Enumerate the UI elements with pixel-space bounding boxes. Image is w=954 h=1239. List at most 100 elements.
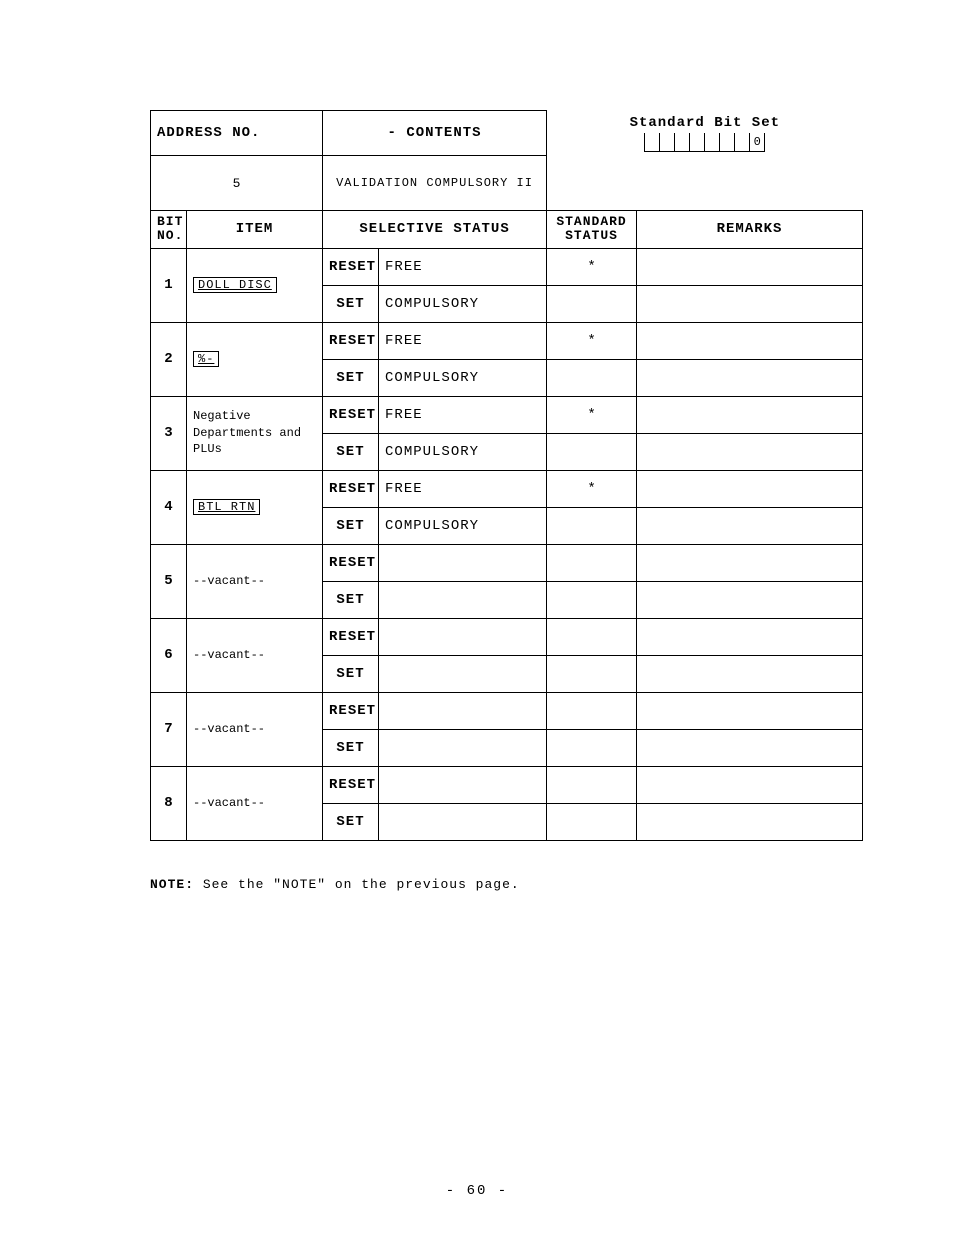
header-row-2: 5 VALIDATION COMPULSORY II [151, 156, 863, 211]
contents-label: - CONTENTS [323, 111, 547, 156]
reset-status [379, 766, 547, 803]
set-status: COMPULSORY [379, 433, 547, 470]
std-reset: * [547, 396, 637, 433]
set-label: SET [323, 729, 379, 766]
reset-label: RESET [323, 322, 379, 359]
std-set [547, 655, 637, 692]
bit-set-boxes: 0 [547, 133, 863, 156]
std-set [547, 433, 637, 470]
col-standard-status: STANDARD STATUS [547, 211, 637, 249]
set-status [379, 803, 547, 840]
col-remarks: REMARKS [637, 211, 863, 249]
item-cell: --vacant-- [187, 692, 323, 766]
table-row: 2%-RESETFREE* [151, 322, 863, 359]
set-status: COMPULSORY [379, 285, 547, 322]
bit-no: 6 [151, 618, 187, 692]
set-label: SET [323, 803, 379, 840]
table-row: 3Negative Departments and PLUsRESETFREE* [151, 396, 863, 433]
remarks-reset [637, 692, 863, 729]
item-key: BTL RTN [193, 499, 260, 515]
item-cell: --vacant-- [187, 766, 323, 840]
table-row: 7--vacant--RESET [151, 692, 863, 729]
item-cell: DOLL DISC [187, 248, 323, 322]
item-cell: BTL RTN [187, 470, 323, 544]
reset-label: RESET [323, 766, 379, 803]
reset-status: FREE [379, 470, 547, 507]
reset-label: RESET [323, 618, 379, 655]
std-reset [547, 692, 637, 729]
remarks-reset [637, 618, 863, 655]
set-status [379, 729, 547, 766]
bit-box-5 [704, 133, 719, 152]
bit-no: 3 [151, 396, 187, 470]
remarks-reset [637, 396, 863, 433]
table-row: 6--vacant--RESET [151, 618, 863, 655]
item-cell: %- [187, 322, 323, 396]
item-key: %- [193, 351, 219, 367]
item-text: Negative Departments and PLUs [193, 409, 301, 457]
table-row: 4BTL RTNRESETFREE* [151, 470, 863, 507]
reset-status [379, 544, 547, 581]
col-item: ITEM [187, 211, 323, 249]
reset-status [379, 692, 547, 729]
reset-status: FREE [379, 248, 547, 285]
item-cell: --vacant-- [187, 618, 323, 692]
std-bit-set-label: Standard Bit Set [547, 111, 863, 133]
std-set [547, 581, 637, 618]
std-reset: * [547, 322, 637, 359]
set-status [379, 581, 547, 618]
item-vacant: --vacant-- [193, 648, 265, 662]
remarks-set [637, 581, 863, 618]
bit-box-6 [719, 133, 734, 152]
set-label: SET [323, 359, 379, 396]
std-reset [547, 766, 637, 803]
reset-label: RESET [323, 396, 379, 433]
bit-no: 7 [151, 692, 187, 766]
set-label: SET [323, 655, 379, 692]
reset-label: RESET [323, 248, 379, 285]
remarks-reset [637, 322, 863, 359]
remarks-reset [637, 248, 863, 285]
address-no-value: 5 [151, 156, 323, 211]
bit-box-2 [659, 133, 674, 152]
bit-no: 2 [151, 322, 187, 396]
set-label: SET [323, 507, 379, 544]
note-label: NOTE: [150, 877, 194, 892]
reset-status: FREE [379, 396, 547, 433]
bit-box-4 [689, 133, 704, 152]
std-set [547, 359, 637, 396]
item-cell: Negative Departments and PLUs [187, 396, 323, 470]
remarks-set [637, 285, 863, 322]
remarks-set [637, 433, 863, 470]
page: ADDRESS NO. - CONTENTS Standard Bit Set … [0, 0, 954, 1239]
set-label: SET [323, 581, 379, 618]
std-set [547, 803, 637, 840]
remarks-set [637, 729, 863, 766]
contents-value: VALIDATION COMPULSORY II [323, 156, 547, 211]
remarks-set [637, 507, 863, 544]
std-set [547, 729, 637, 766]
header-row-1: ADDRESS NO. - CONTENTS Standard Bit Set … [151, 111, 863, 156]
table-row: 1DOLL DISCRESETFREE* [151, 248, 863, 285]
remarks-set [637, 803, 863, 840]
note-text: See the "NOTE" on the previous page. [203, 877, 520, 892]
item-vacant: --vacant-- [193, 722, 265, 736]
set-label: SET [323, 433, 379, 470]
std-reset: * [547, 248, 637, 285]
bit-no: 5 [151, 544, 187, 618]
item-vacant: --vacant-- [193, 574, 265, 588]
remarks-set [637, 359, 863, 396]
set-label: SET [323, 285, 379, 322]
address-no-label: ADDRESS NO. [151, 111, 323, 156]
bit-no: 1 [151, 248, 187, 322]
item-cell: --vacant-- [187, 544, 323, 618]
reset-status [379, 618, 547, 655]
std-bit-set-cell: Standard Bit Set 0 [547, 111, 863, 156]
remarks-reset [637, 470, 863, 507]
col-bitno: BIT NO. [151, 211, 187, 249]
std-reset [547, 544, 637, 581]
reset-label: RESET [323, 692, 379, 729]
main-table: ADDRESS NO. - CONTENTS Standard Bit Set … [150, 110, 863, 841]
table-row: 5--vacant--RESET [151, 544, 863, 581]
header-spacer [547, 156, 863, 211]
